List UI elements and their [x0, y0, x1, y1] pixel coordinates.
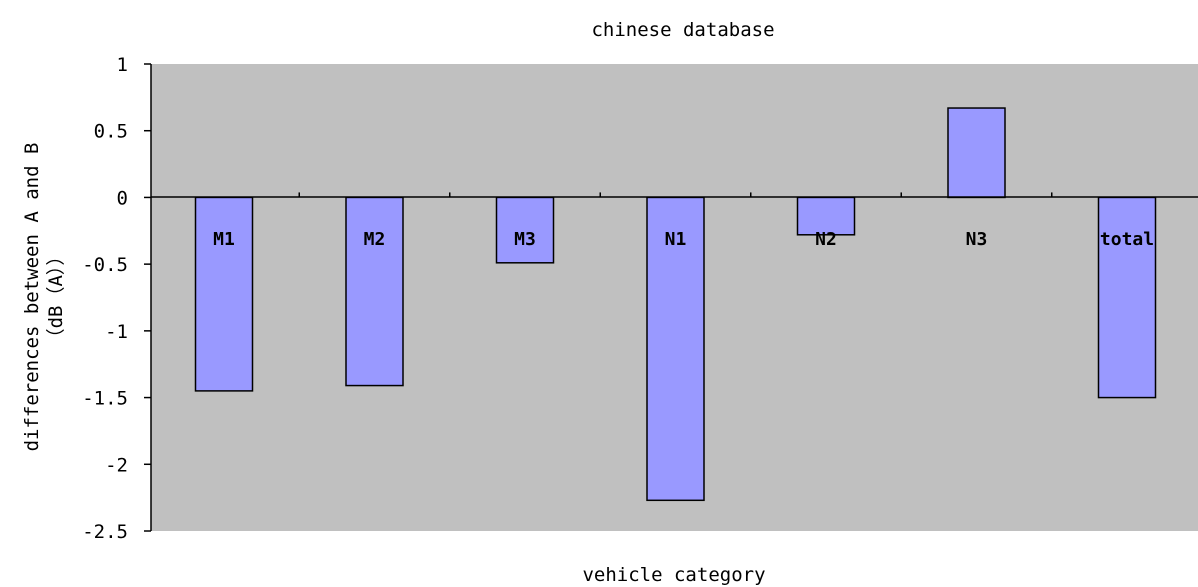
chart-title: chinese database	[591, 19, 774, 41]
bar-M1	[194, 196, 254, 392]
y-tick-label: -2.5	[82, 521, 128, 543]
category-label-N3: N3	[966, 229, 988, 250]
y-axis-ticks: 1 0.5 0 -0.5 -1 -1.5 -2 -2.5	[82, 54, 151, 543]
category-label-M3: M3	[514, 229, 536, 250]
category-label-N1: N1	[665, 229, 687, 250]
y-axis-label-line2: （dB（A））	[45, 247, 67, 348]
category-label-total: total	[1100, 229, 1154, 250]
x-axis-ticks	[298, 192, 1053, 198]
bar-M3	[495, 196, 555, 264]
y-tick-label: -2	[105, 454, 128, 476]
category-label-N2: N2	[815, 229, 837, 250]
x-axis-label: vehicle category	[582, 564, 765, 586]
y-tick-label: 1	[117, 54, 128, 76]
bar-N1	[646, 196, 705, 502]
category-label-M1: M1	[213, 229, 235, 250]
category-labels: M1 M2 M3 N1 N2 N3 total	[213, 229, 1154, 250]
y-tick-label: -1	[105, 321, 128, 343]
y-tick-label: -0.5	[82, 254, 128, 276]
y-tick-label: -1.5	[82, 388, 128, 410]
bars	[194, 107, 1157, 502]
y-axis-label-line1: differences between A and B	[21, 143, 43, 452]
y-tick-label: 0	[117, 187, 128, 209]
bar-N3	[947, 107, 1006, 199]
bar-M2	[345, 196, 404, 387]
y-tick-label: 0.5	[94, 121, 128, 143]
category-label-M2: M2	[364, 229, 386, 250]
bar-total	[1097, 196, 1157, 399]
